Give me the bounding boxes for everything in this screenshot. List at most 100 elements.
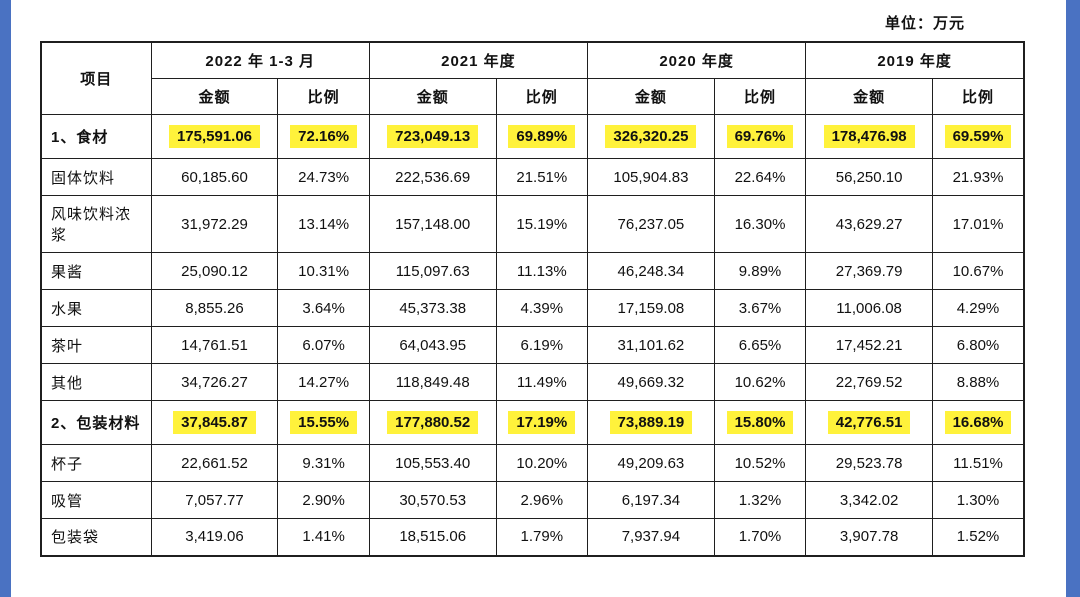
amount-cell: 42,776.51: [805, 400, 933, 445]
ratio-cell: 3.64%: [277, 289, 370, 327]
amount-cell: 3,342.02: [805, 481, 933, 519]
table-row: 1、食材 175,591.06 72.16% 723,049.13 69.89% 326,…: [40, 114, 1025, 159]
period-header-row: 项目 2022 年 1-3 月 2021 年度 2020 年度 2019 年度: [40, 41, 1025, 115]
ratio-cell: 2.90%: [277, 481, 370, 519]
financial-table: 项目 2022 年 1-3 月 2021 年度 2020 年度 2019 年度 …: [40, 41, 1025, 557]
amount-cell: 115,097.63: [368, 252, 497, 290]
table-row: 杯子 22,661.52 9.31% 105,553.40 10.20% 49,209.6…: [40, 444, 1025, 482]
item-cell: 吸管: [40, 481, 152, 519]
amount-cell: 326,320.25: [587, 114, 715, 159]
ratio-cell: 8.88%: [932, 363, 1025, 401]
table-row: 风味饮料浓浆 31,972.29 13.14% 157,148.00 15.19% 76,…: [40, 195, 1025, 253]
highlighted-value: 178,476.98: [823, 125, 915, 148]
ratio-cell: 21.93%: [932, 158, 1025, 196]
item-cell: 1、食材: [40, 114, 152, 159]
amount-cell: 76,237.05: [587, 195, 715, 253]
table-row: 包装袋 3,419.06 1.41% 18,515.06 1.79% 7,937.94 1.…: [40, 518, 1025, 556]
highlighted-value: 73,889.19: [609, 411, 693, 434]
period-header-2022: 2022 年 1-3 月: [150, 41, 370, 79]
ratio-cell: 6.19%: [495, 326, 589, 364]
ratio-header: 比例: [713, 78, 807, 115]
ratio-cell: 13.14%: [277, 195, 370, 253]
item-cell: 水果: [40, 289, 152, 327]
ratio-cell: 21.51%: [495, 158, 589, 196]
ratio-cell: 17.19%: [495, 400, 589, 445]
item-cell: 风味饮料浓浆: [40, 195, 152, 253]
amount-cell: 157,148.00: [368, 195, 497, 253]
amount-cell: 11,006.08: [805, 289, 933, 327]
sub-header-row: 金额 比例 金额 比例 金额 比例 金额 比例: [41, 78, 1025, 115]
amount-cell: 17,159.08: [587, 289, 715, 327]
table-row: 固体饮料 60,185.60 24.73% 222,536.69 21.51% 105,9…: [40, 158, 1025, 196]
ratio-cell: 15.55%: [277, 400, 370, 445]
highlighted-value: 723,049.13: [387, 125, 479, 148]
item-cell: 杯子: [40, 444, 152, 482]
ratio-cell: 69.89%: [495, 114, 589, 159]
amount-cell: 45,373.38: [368, 289, 497, 327]
ratio-cell: 10.62%: [713, 363, 807, 401]
table-row: 茶叶 14,761.51 6.07% 64,043.95 6.19% 31,101.62 6…: [40, 326, 1025, 364]
amount-cell: 31,101.62: [587, 326, 715, 364]
ratio-header: 比例: [277, 78, 370, 115]
amount-header: 金额: [150, 78, 279, 115]
ratio-cell: 6.65%: [713, 326, 807, 364]
ratio-cell: 69.59%: [932, 114, 1025, 159]
ratio-cell: 10.52%: [713, 444, 807, 482]
ratio-header: 比例: [932, 78, 1025, 115]
highlighted-value: 16.68%: [944, 411, 1012, 434]
item-cell: 2、包装材料: [40, 400, 152, 445]
period-header-2019: 2019 年度: [805, 41, 1025, 79]
highlighted-value: 326,320.25: [605, 125, 697, 148]
amount-cell: 30,570.53: [368, 481, 497, 519]
highlighted-value: 69.89%: [508, 125, 576, 148]
item-cell: 果酱: [40, 252, 152, 290]
amount-cell: 43,629.27: [805, 195, 933, 253]
ratio-cell: 22.64%: [713, 158, 807, 196]
ratio-cell: 4.29%: [932, 289, 1025, 327]
amount-cell: 3,907.78: [805, 518, 933, 556]
ratio-cell: 16.68%: [932, 400, 1025, 445]
amount-cell: 18,515.06: [368, 518, 497, 556]
amount-cell: 29,523.78: [805, 444, 933, 482]
ratio-cell: 6.80%: [932, 326, 1025, 364]
highlighted-value: 37,845.87: [173, 411, 256, 434]
amount-cell: 6,197.34: [587, 481, 715, 519]
table-row: 果酱 25,090.12 10.31% 115,097.63 11.13% 46,248.…: [40, 252, 1025, 290]
amount-cell: 34,726.27: [150, 363, 279, 401]
document-content: 单位：万元 项目 2022 年 1-3 月 2021 年度 2020 年度 20…: [40, 8, 1025, 557]
item-header: 项目: [40, 41, 152, 115]
table-row: 吸管 7,057.77 2.90% 30,570.53 2.96% 6,197.34 1.3…: [40, 481, 1025, 519]
amount-header: 金额: [805, 78, 933, 115]
ratio-cell: 15.80%: [713, 400, 807, 445]
right-edge-decoration: [1066, 0, 1080, 597]
ratio-cell: 10.31%: [277, 252, 370, 290]
ratio-cell: 11.49%: [495, 363, 589, 401]
amount-cell: 25,090.12: [150, 252, 279, 290]
amount-cell: 14,761.51: [150, 326, 279, 364]
ratio-cell: 24.73%: [277, 158, 370, 196]
unit-label: 单位：万元: [884, 15, 965, 32]
ratio-cell: 11.51%: [932, 444, 1025, 482]
amount-cell: 22,769.52: [805, 363, 933, 401]
left-edge-decoration: [0, 0, 11, 597]
amount-cell: 105,904.83: [587, 158, 715, 196]
item-cell: 茶叶: [40, 326, 152, 364]
amount-cell: 60,185.60: [150, 158, 279, 196]
ratio-cell: 1.30%: [932, 481, 1025, 519]
amount-cell: 27,369.79: [805, 252, 933, 290]
ratio-header: 比例: [495, 78, 589, 115]
amount-header: 金额: [587, 78, 715, 115]
amount-cell: 175,591.06: [150, 114, 279, 159]
amount-cell: 105,553.40: [368, 444, 497, 482]
amount-cell: 222,536.69: [368, 158, 497, 196]
item-cell: 包装袋: [40, 518, 152, 556]
period-header-2020: 2020 年度: [586, 41, 807, 79]
ratio-cell: 3.67%: [713, 289, 807, 327]
ratio-cell: 69.76%: [713, 114, 807, 159]
ratio-cell: 11.13%: [495, 252, 589, 290]
highlighted-value: 15.55%: [290, 411, 358, 434]
ratio-cell: 9.31%: [277, 444, 370, 482]
ratio-cell: 14.27%: [277, 363, 370, 401]
table-row: 水果 8,855.26 3.64% 45,373.38 4.39% 17,159.08 3.…: [40, 289, 1025, 327]
ratio-cell: 10.67%: [932, 252, 1025, 290]
